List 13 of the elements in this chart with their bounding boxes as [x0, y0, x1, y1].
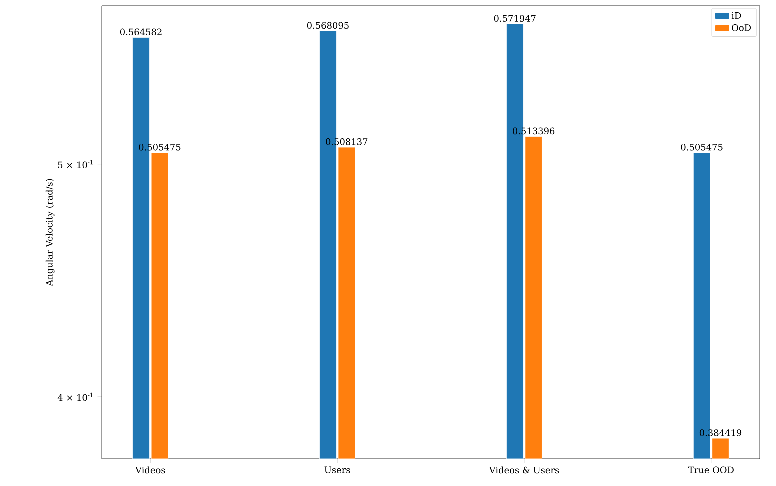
data-label: 0.564582 — [120, 28, 162, 36]
legend-label: iD — [732, 12, 742, 20]
x-tick-label: True OOD — [688, 466, 734, 474]
x-tick-label: Users — [324, 466, 350, 474]
data-label: 0.568095 — [307, 22, 349, 30]
y-tick-label: 4 × 10$^{-1}$ — [58, 392, 93, 402]
x-tick-label: Videos — [135, 466, 166, 474]
legend-label: OoD — [732, 24, 752, 32]
y-tick-label: 5 × 10$^{-1}$ — [58, 160, 93, 169]
y-axis-title: Angular Velocity (rad/s) — [46, 179, 55, 286]
data-label: 0.505475 — [681, 144, 723, 151]
data-label: 0.571947 — [494, 15, 536, 22]
x-tick-label: Videos & Users — [489, 466, 560, 474]
